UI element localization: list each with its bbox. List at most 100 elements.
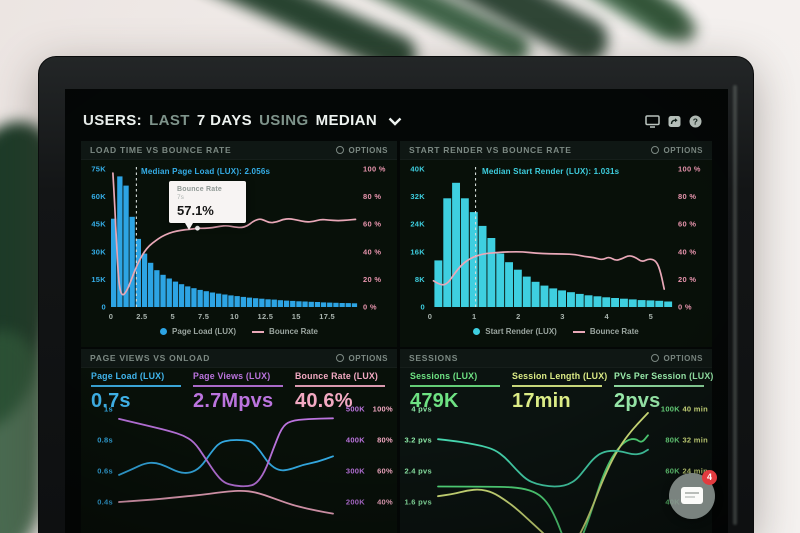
svg-text:60K: 60K — [91, 192, 106, 201]
svg-text:5: 5 — [649, 312, 653, 321]
svg-text:75K: 75K — [91, 165, 106, 174]
median-annotation: Median Start Render (LUX): 1.031s — [482, 167, 620, 176]
metric-underline — [295, 385, 385, 387]
share-icon[interactable] — [668, 115, 681, 128]
metric-page-load: Page Load (LUX) 0.7s — [91, 371, 189, 413]
svg-text:40 min: 40 min — [682, 405, 708, 414]
svg-text:5: 5 — [171, 312, 175, 321]
display-icon[interactable] — [645, 115, 660, 128]
chart-load-time[interactable]: 0 15K 30K 45K 60K 75K 0 % 20 % 40 % 60 % 80 % 100 %… — [81, 159, 397, 347]
tooltip-subtitle: 7s — [177, 194, 184, 201]
svg-text:2: 2 — [516, 312, 520, 321]
options-button[interactable]: OPTIONS — [651, 146, 703, 155]
svg-text:15K: 15K — [91, 275, 106, 284]
svg-text:17.5: 17.5 — [319, 312, 335, 321]
svg-text:1.6 pvs: 1.6 pvs — [404, 498, 432, 507]
svg-text:300K: 300K — [346, 467, 365, 476]
notification-badge: 4 — [702, 470, 717, 485]
svg-text:100 %: 100 % — [363, 165, 386, 174]
svg-text:45K: 45K — [91, 220, 106, 229]
chart-start-render[interactable]: 0 8K 16K 24K 32K 40K 0 % 20 % 40 % 60 % 80 % 100 % 0… — [400, 159, 712, 347]
svg-text:8K: 8K — [415, 275, 425, 284]
options-button[interactable]: OPTIONS — [336, 354, 388, 363]
chart-sessions[interactable]: 4 pvs 100K 40 min 3.2 pvs 80K 32 min 2.4 pvs 60… — [400, 399, 712, 533]
dashboard-title[interactable]: USERS: LAST 7 DAYS USING MEDIAN — [83, 109, 402, 131]
svg-text:4 pvs: 4 pvs — [411, 405, 432, 414]
title-metric: MEDIAN — [315, 111, 378, 129]
chart-page-views[interactable]: 1s 500K 100% 0.8s 400K 80% 0.6s 300K 60% 0.4s 200K… — [81, 399, 397, 533]
svg-text:400K: 400K — [346, 436, 365, 445]
options-button[interactable]: OPTIONS — [336, 146, 388, 155]
svg-text:0: 0 — [421, 303, 425, 312]
svg-text:10: 10 — [230, 312, 239, 321]
svg-text:60%: 60% — [377, 467, 393, 476]
title-days: 7 DAYS — [196, 111, 253, 129]
metric-pvs-per-session: PVs Per Session (LUX) 2pvs — [614, 371, 714, 412]
legend-line — [252, 330, 265, 333]
legend-dot — [473, 328, 481, 335]
svg-text:32 min: 32 min — [682, 436, 708, 445]
chat-button[interactable]: 4 — [669, 470, 717, 519]
options-button[interactable]: OPTIONS — [651, 354, 703, 363]
tooltip-title: Bounce Rate — [177, 186, 222, 193]
legend-item-start-render[interactable]: Start Render (LUX) — [473, 327, 557, 336]
svg-text:2.5: 2.5 — [136, 312, 147, 321]
svg-text:0 %: 0 % — [363, 303, 377, 312]
svg-text:30K: 30K — [91, 247, 106, 256]
bezel-reflection — [733, 85, 737, 525]
help-icon[interactable]: ? — [689, 115, 702, 128]
metric-underline — [410, 385, 500, 387]
svg-text:24 min: 24 min — [682, 467, 708, 476]
metric-underline — [512, 385, 602, 387]
metric-underline — [614, 385, 704, 387]
svg-text:7.5: 7.5 — [198, 312, 209, 321]
svg-text:100K: 100K — [661, 405, 680, 414]
panel-start-render: START RENDER VS BOUNCE RATE OPTIONS 0 8K 1… — [400, 141, 712, 347]
svg-text:?: ? — [693, 116, 699, 126]
svg-text:20 %: 20 % — [363, 275, 381, 284]
metric-underline — [91, 385, 181, 387]
svg-text:0.4s: 0.4s — [97, 498, 113, 507]
svg-text:0 %: 0 % — [678, 303, 692, 312]
svg-text:20 %: 20 % — [678, 275, 696, 284]
metric-bounce-rate: Bounce Rate (LUX) 40.6% — [295, 371, 393, 413]
metric-sessions: Sessions (LUX) 479K — [410, 371, 508, 413]
panel-load-time: LOAD TIME VS BOUNCE RATE OPTIONS 0 15K 30K… — [81, 141, 397, 347]
svg-text:0.6s: 0.6s — [97, 467, 113, 476]
svg-text:40K: 40K — [410, 165, 425, 174]
metric-session-length: Session Length (LUX) 17min — [512, 371, 608, 412]
gear-icon — [336, 354, 345, 362]
metric-page-views: Page Views (LUX) 2.7Mpvs — [193, 371, 291, 413]
svg-text:0.8s: 0.8s — [97, 436, 113, 445]
svg-text:1: 1 — [472, 312, 476, 321]
legend-item-bounce-rate[interactable]: Bounce Rate — [252, 327, 318, 336]
svg-text:100%: 100% — [373, 405, 393, 414]
legend-line — [572, 330, 585, 333]
svg-text:15: 15 — [292, 312, 301, 321]
chevron-down-icon[interactable] — [388, 117, 402, 126]
svg-text:80%: 80% — [377, 436, 393, 445]
title-last: LAST — [149, 111, 190, 129]
svg-text:32K: 32K — [410, 192, 425, 201]
svg-text:2.4 pvs: 2.4 pvs — [404, 467, 432, 476]
svg-text:500K: 500K — [346, 405, 365, 414]
svg-text:40 %: 40 % — [678, 247, 696, 256]
svg-text:60 %: 60 % — [678, 220, 696, 229]
panel-page-views: PAGE VIEWS VS ONLOAD OPTIONS Page Load (… — [81, 349, 397, 533]
svg-text:0: 0 — [109, 312, 113, 321]
panel-title: LOAD TIME VS BOUNCE RATE — [90, 145, 232, 155]
svg-text:80K: 80K — [665, 436, 680, 445]
svg-text:80 %: 80 % — [363, 192, 381, 201]
svg-text:3: 3 — [560, 312, 564, 321]
svg-text:60 %: 60 % — [363, 220, 381, 229]
legend-item-bounce-rate[interactable]: Bounce Rate — [572, 327, 639, 336]
svg-text:80 %: 80 % — [678, 192, 696, 201]
tooltip-value: 57.1% — [177, 203, 214, 218]
legend-item-page-load[interactable]: Page Load (LUX) — [160, 327, 236, 336]
gear-icon — [651, 146, 660, 154]
svg-text:40%: 40% — [377, 498, 393, 507]
gear-icon — [336, 146, 345, 154]
svg-text:1s: 1s — [104, 405, 113, 414]
title-using: USING — [259, 111, 309, 129]
